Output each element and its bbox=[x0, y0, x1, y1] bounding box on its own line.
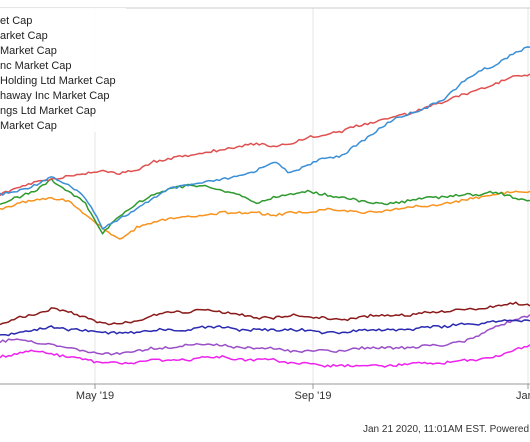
series-line bbox=[0, 190, 530, 240]
x-tick-label: May '19 bbox=[76, 390, 114, 402]
series-line bbox=[0, 46, 530, 230]
x-tick-label: Sep '19 bbox=[295, 390, 332, 402]
series-line bbox=[0, 73, 530, 197]
x-axis-ticks: May '19 Sep '19 Jan bbox=[76, 384, 530, 402]
series-line bbox=[0, 301, 530, 326]
legend-entry[interactable]: Holding Ltd Market Cap bbox=[0, 75, 116, 87]
legend: et Cap arket Cap Market Cap nc Market Cap Ho… bbox=[0, 8, 126, 132]
legend-entry[interactable]: nc Market Cap bbox=[0, 60, 72, 72]
legend-box bbox=[0, 8, 126, 132]
legend-entry[interactable]: arket Cap bbox=[0, 30, 48, 42]
footer-timestamp: Jan 21 2020, 11:01AM EST. Powered b bbox=[363, 424, 530, 435]
legend-entry[interactable]: ngs Ltd Market Cap bbox=[0, 105, 96, 117]
x-tick-label: Jan bbox=[516, 390, 530, 402]
legend-entry[interactable]: Market Cap bbox=[0, 120, 57, 132]
series-line bbox=[0, 344, 530, 368]
series-lines bbox=[0, 46, 530, 368]
series-line bbox=[0, 319, 530, 337]
legend-entry[interactable]: haway Inc Market Cap bbox=[0, 90, 109, 102]
series-line bbox=[0, 314, 530, 356]
legend-entry[interactable]: Market Cap bbox=[0, 45, 57, 57]
legend-entry[interactable]: et Cap bbox=[0, 15, 32, 27]
series-line bbox=[0, 178, 530, 235]
